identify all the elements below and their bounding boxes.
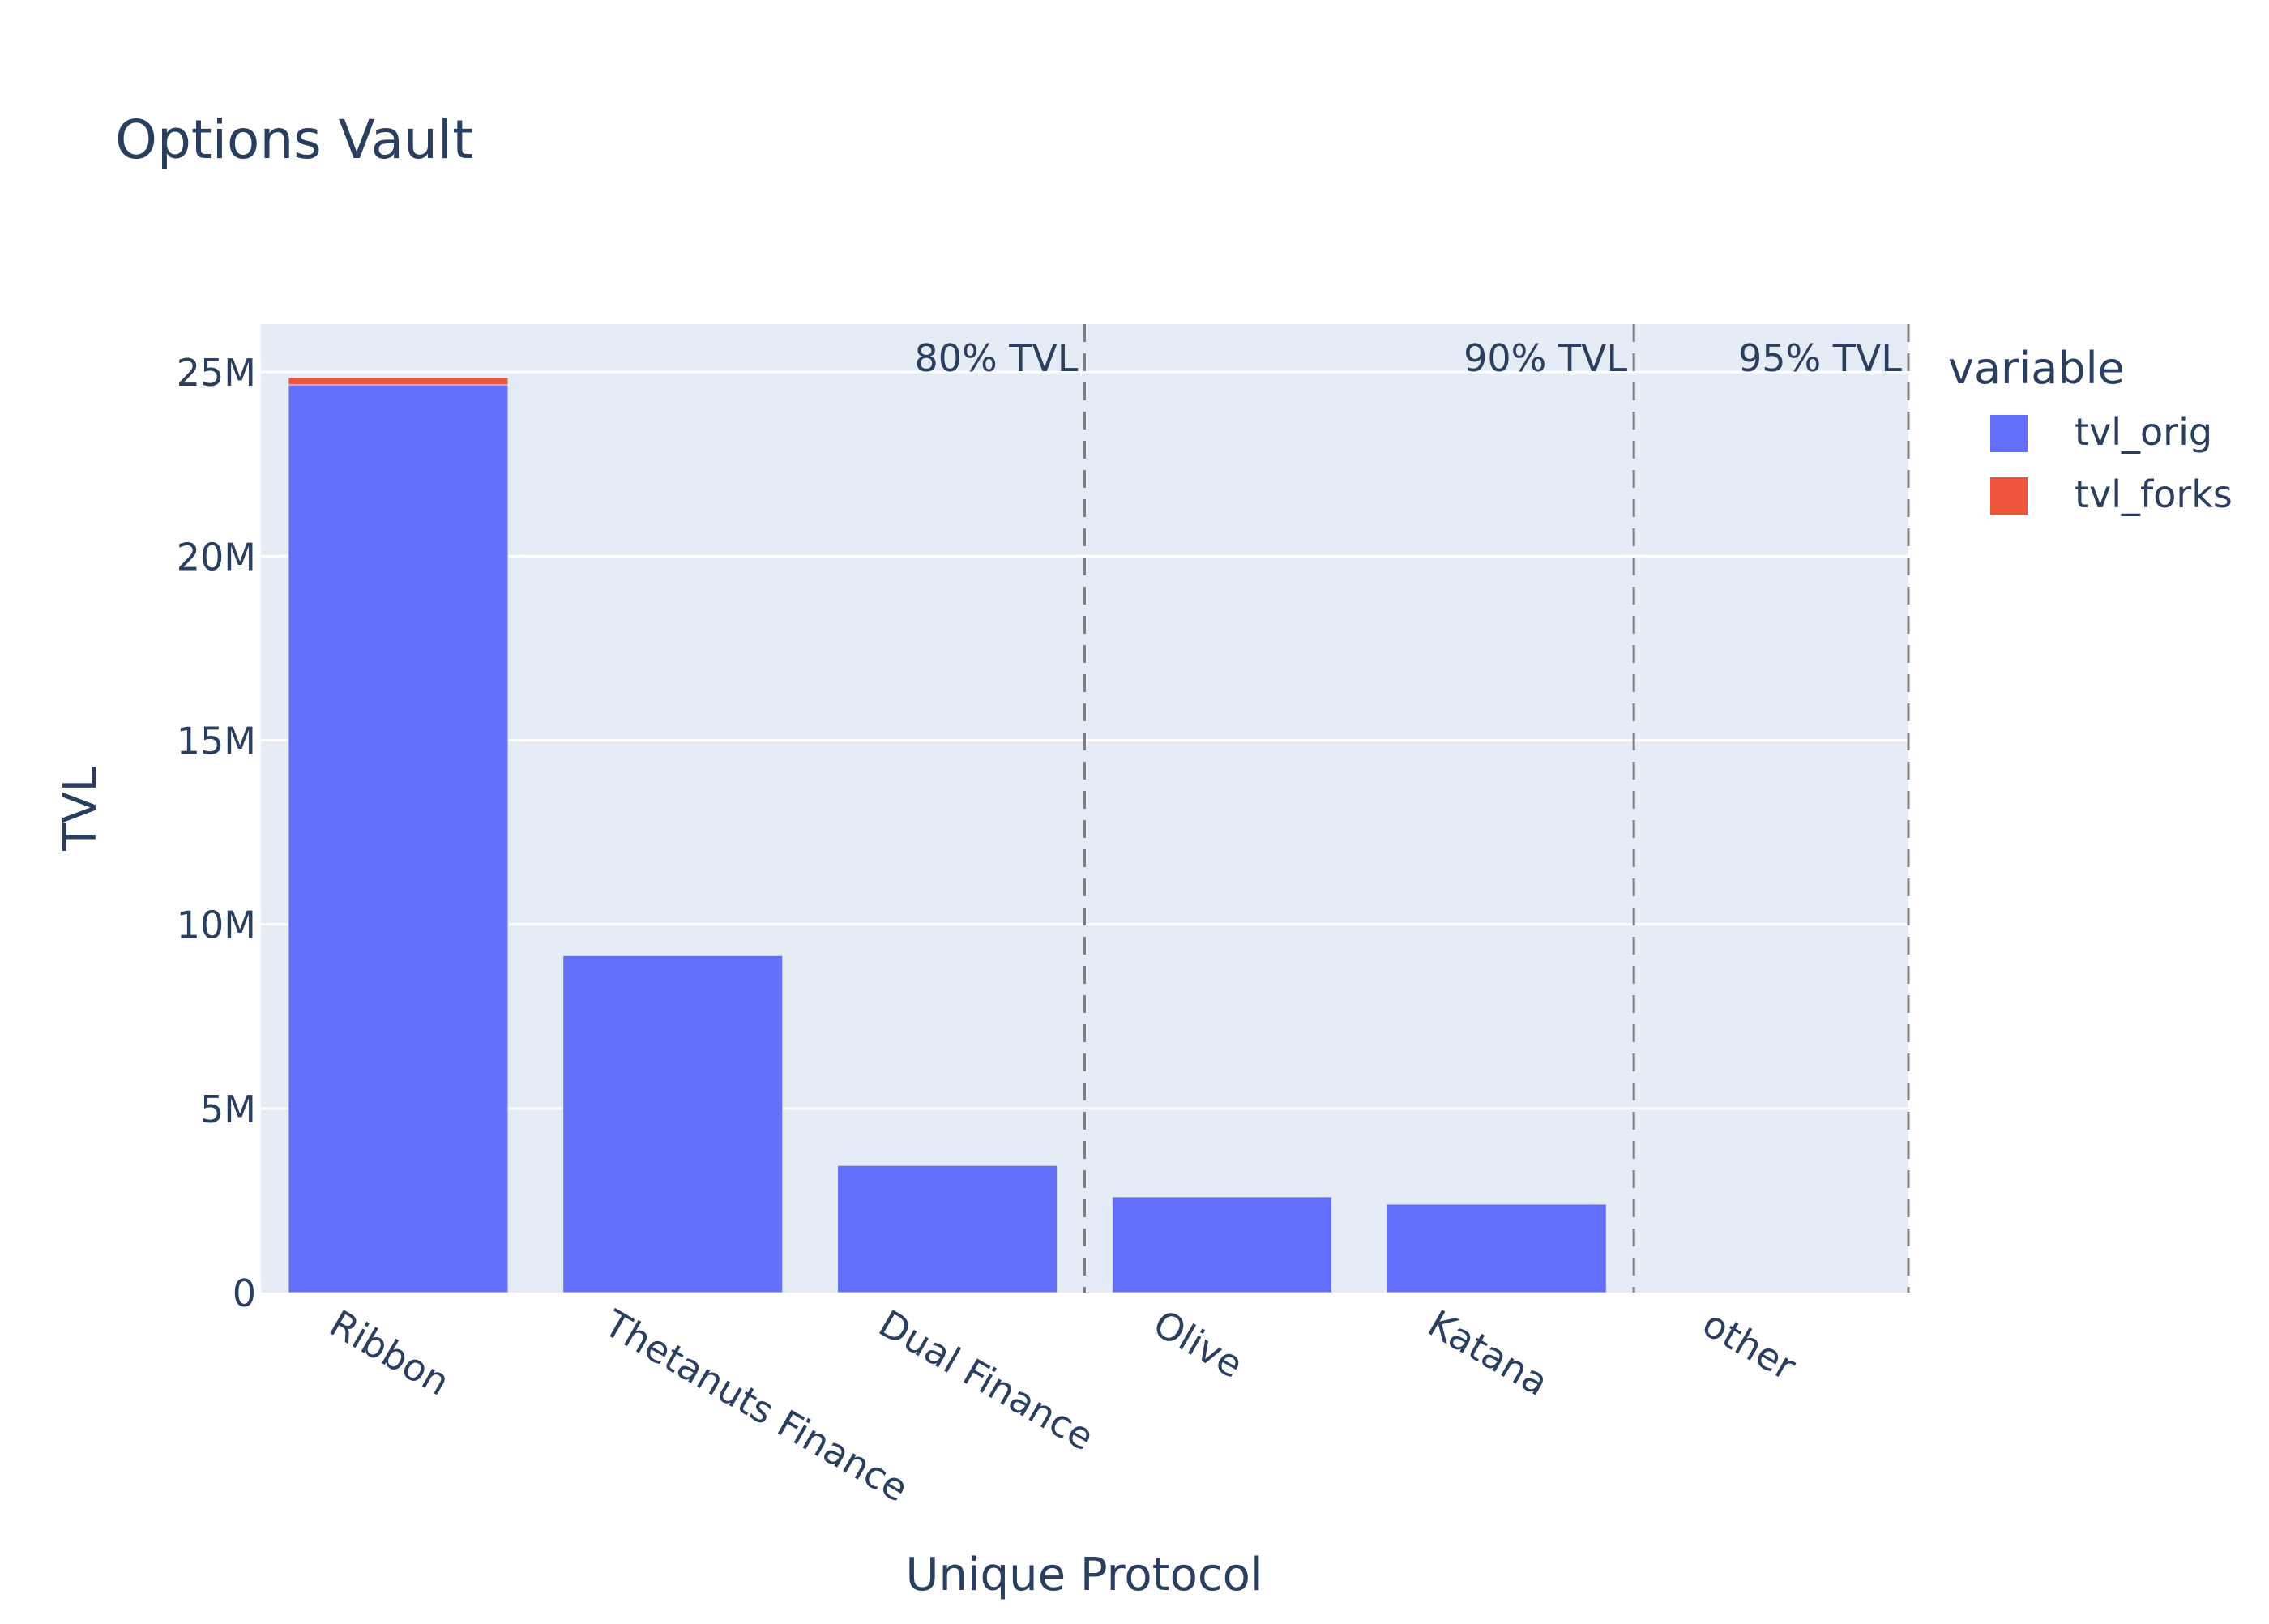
bar-tvl_orig-katana [1386, 1203, 1607, 1293]
y-axis-title: TVL [54, 767, 107, 852]
x-tick-label: Olive [1146, 1301, 1250, 1387]
legend-title: variable [1948, 343, 2125, 394]
y-tick-label: 20M [177, 535, 256, 579]
legend-label: tvl_forks [2075, 472, 2233, 516]
x-tick-label: Ribbon [323, 1301, 457, 1404]
y-tick-label: 5M [200, 1088, 256, 1131]
bar-tvl_orig-ribbon [288, 384, 509, 1293]
threshold-lines: 80% TVL 90% TVL 95% TVL [914, 324, 1910, 1293]
y-tick-label: 15M [177, 719, 256, 763]
y-tick-label: 25M [177, 351, 256, 395]
bars [288, 377, 1607, 1293]
x-tick-label: Katana [1421, 1301, 1556, 1404]
x-tick-label: Thetanuts Finance [596, 1301, 916, 1511]
x-tick-label: Dual Finance [872, 1301, 1101, 1459]
threshold-label: 90% TVL [1464, 336, 1627, 380]
threshold-label: 80% TVL [914, 336, 1078, 380]
legend-label: tvl_orig [2075, 410, 2212, 454]
bar-tvl_orig-thetanuts-finance [562, 955, 784, 1293]
legend-swatch-tvl_forks [1990, 477, 2028, 515]
bar-tvl_forks-ribbon [288, 377, 509, 386]
x-tick-label: other [1695, 1301, 1803, 1389]
threshold-label: 95% TVL [1738, 336, 1902, 380]
bar-tvl_orig-olive [1111, 1196, 1332, 1293]
legend-swatch-tvl_orig [1990, 415, 2028, 452]
y-tick-label: 0 [233, 1271, 256, 1315]
chart-title: Options Vault [115, 109, 473, 171]
y-tick-label: 10M [177, 904, 256, 947]
x-axis-title: Unique Protocol [906, 1549, 1263, 1601]
y-tick-labels: 0 5M 10M 15M 20M 25M [177, 351, 256, 1315]
bar-tvl_orig-dual-finance [837, 1165, 1058, 1293]
legend: variable tvl_orig tvl_forks [1948, 343, 2233, 516]
